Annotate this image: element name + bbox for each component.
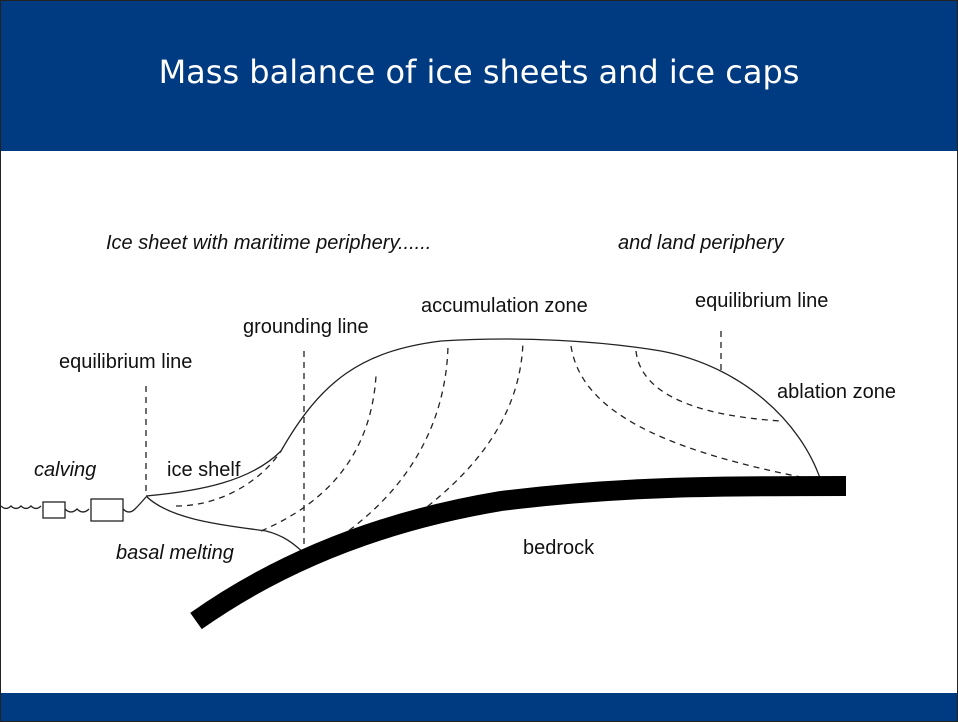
diagram: Ice sheet with maritime periphery...... … (1, 232, 896, 630)
bedrock-shape (190, 476, 847, 630)
label: accumulation zone (421, 295, 588, 317)
label: equilibrium line (695, 290, 828, 312)
title: Mass balance of ice sheets and ice caps (158, 53, 800, 91)
ice-sheet (1, 331, 822, 554)
label: grounding line (243, 316, 369, 338)
label: bedrock (523, 537, 595, 559)
footer-bar (1, 693, 957, 721)
header: Mass balance of ice sheets and ice caps (1, 1, 957, 151)
label: calving (34, 459, 96, 481)
label: ablation zone (777, 381, 896, 403)
label: basal melting (116, 542, 234, 564)
caption: and land periphery (618, 232, 785, 254)
caption: Ice sheet with maritime periphery...... (106, 232, 431, 254)
label: ice shelf (167, 459, 241, 481)
label: equilibrium line (59, 351, 192, 373)
